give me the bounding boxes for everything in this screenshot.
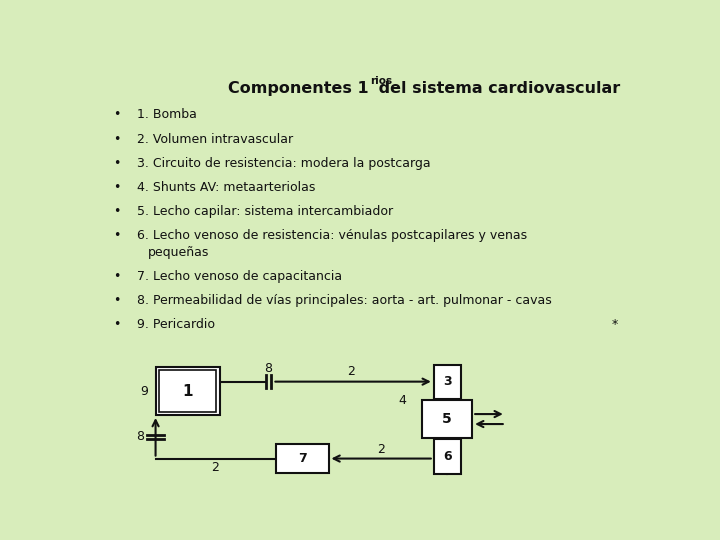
Text: 2: 2 [212,461,220,474]
Text: 4: 4 [399,394,406,407]
Bar [422,400,472,438]
Text: del sistema cardiovascular: del sistema cardiovascular [374,80,621,96]
Bar [159,370,216,412]
Text: 2. Volumen intravascular: 2. Volumen intravascular [138,133,294,146]
Text: 5: 5 [442,412,452,426]
Text: •: • [114,109,121,122]
Text: 1: 1 [182,384,193,399]
Text: 9: 9 [140,384,148,397]
Text: 6: 6 [443,450,451,463]
Text: 4. Shunts AV: metaarteriolas: 4. Shunts AV: metaarteriolas [138,181,316,194]
Text: •: • [114,318,121,331]
Text: •: • [114,133,121,146]
Text: 6. Lecho venoso de resistencia: vénulas postcapilares y venas: 6. Lecho venoso de resistencia: vénulas … [138,229,528,242]
Text: •: • [114,270,121,283]
Text: 7. Lecho venoso de capacitancia: 7. Lecho venoso de capacitancia [138,270,343,283]
Text: 8. Permeabilidad de vías principales: aorta - art. pulmonar - cavas: 8. Permeabilidad de vías principales: ao… [138,294,552,307]
Text: •: • [114,229,121,242]
Text: 8: 8 [264,362,273,375]
Text: 2: 2 [347,364,355,378]
Text: •: • [114,205,121,218]
Text: 3: 3 [443,375,451,388]
Bar [433,364,461,399]
Text: 3. Circuito de resistencia: modera la postcarga: 3. Circuito de resistencia: modera la po… [138,157,431,170]
Text: 1. Bomba: 1. Bomba [138,109,197,122]
Bar [156,367,220,415]
Text: 9. Pericardio: 9. Pericardio [138,318,215,331]
Text: rios: rios [370,77,392,86]
Text: 8: 8 [136,430,144,443]
Text: 7: 7 [297,452,307,465]
Text: •: • [114,157,121,170]
Bar [276,444,328,472]
Text: Componentes 1: Componentes 1 [228,80,369,96]
Text: *: * [612,318,618,331]
Text: •: • [114,294,121,307]
Bar [433,440,461,474]
Text: 5. Lecho capilar: sistema intercambiador: 5. Lecho capilar: sistema intercambiador [138,205,394,218]
Text: •: • [114,181,121,194]
Text: pequeñas: pequeñas [148,246,209,259]
Text: 2: 2 [377,443,385,456]
